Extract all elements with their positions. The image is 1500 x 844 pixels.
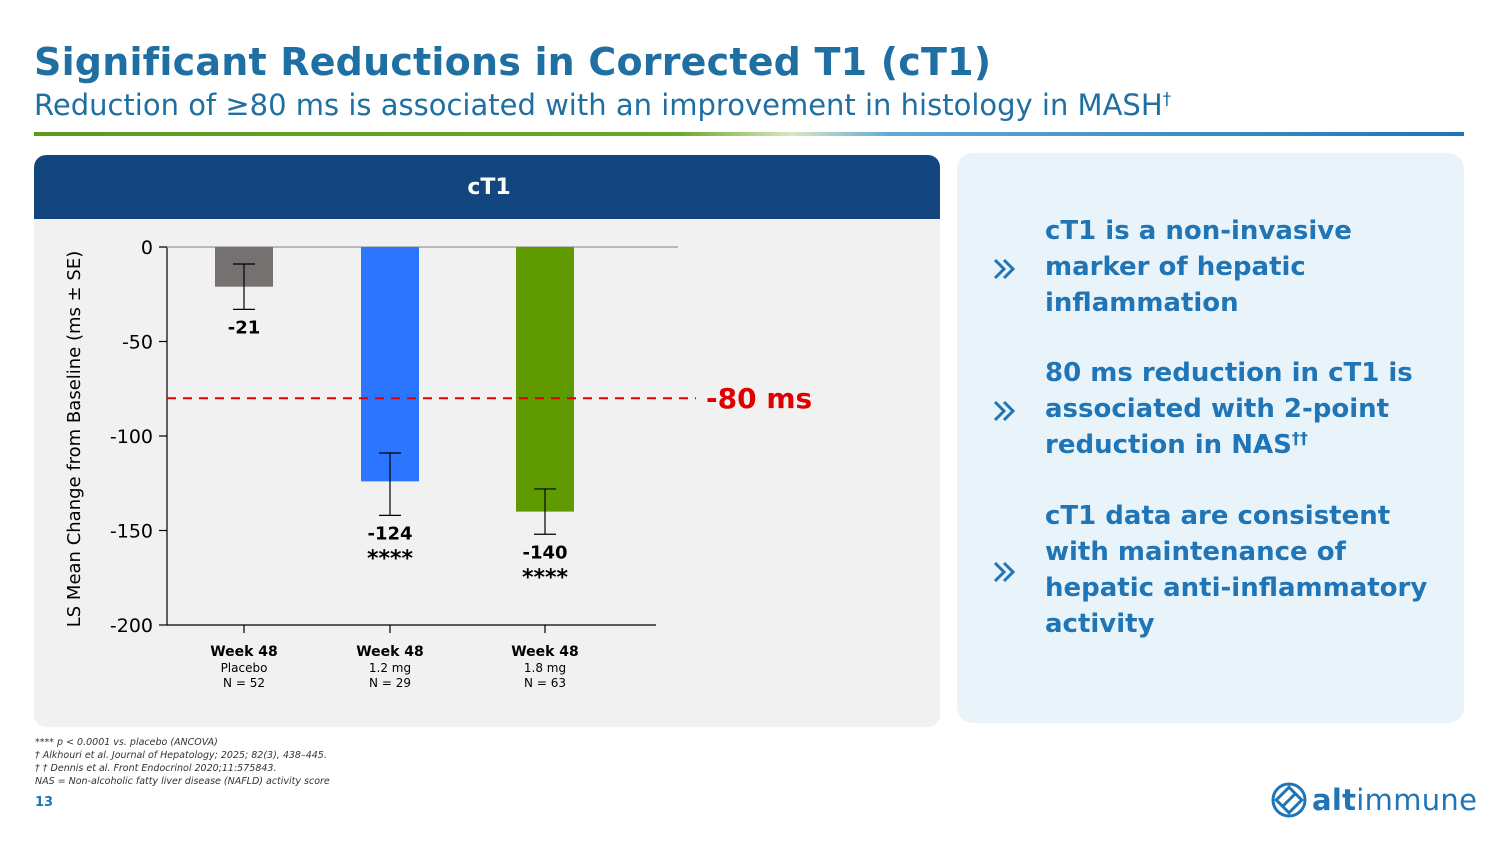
y-tick-label: -200 <box>110 615 153 637</box>
y-tick-label: -100 <box>110 426 153 448</box>
subtitle-dagger: † <box>1162 89 1172 110</box>
page-number: 13 <box>35 795 54 810</box>
logo-suffix: immune <box>1356 783 1478 817</box>
chart-panel-header-label: cT1 <box>467 174 511 200</box>
slide-title: Significant Reductions in Corrected T1 (… <box>34 40 992 84</box>
x-tick-label-week-2: Week 48 <box>511 644 579 660</box>
title-divider <box>34 132 1464 136</box>
key-point-line: associated with 2-point <box>1045 394 1390 424</box>
x-tick-label-group-2: 1.8 mg <box>524 661 566 675</box>
altimmune-logo: altimmune <box>1270 781 1477 821</box>
reference-line-label: -80 ms <box>706 382 812 415</box>
key-point-line: reduction in NAS†† <box>1045 428 1308 460</box>
chevron-double-right-icon <box>993 561 1016 583</box>
footnote-line: † Alkhouri et al. Journal of Hepatology;… <box>35 750 327 761</box>
x-tick-label-group-0: Placebo <box>221 661 268 675</box>
footnote-line: † † Dennis et al. Front Endocrinol 2020;… <box>35 763 277 774</box>
footnotes: **** p < 0.0001 vs. placebo (ANCOVA) † Al… <box>35 736 330 788</box>
key-point-line: marker of hepatic <box>1045 252 1306 282</box>
key-point-line: 80 ms reduction in cT1 is <box>1045 358 1413 388</box>
key-point-line: inflammation <box>1045 288 1239 318</box>
y-tick-label: 0 <box>141 237 153 259</box>
x-tick-label-group-1: 1.2 mg <box>369 661 411 675</box>
logo-wordmark: altimmune <box>1312 783 1477 817</box>
value-label-0: -21 <box>228 317 261 338</box>
bar-1 <box>361 247 419 482</box>
key-point-superscript: †† <box>1291 428 1308 448</box>
key-points-panel: cT1 is a non-invasive marker of hepatic in… <box>957 153 1464 723</box>
slide-subtitle: Reduction of ≥80 ms is associated with a… <box>34 88 1171 122</box>
key-point-text: cT1 is a non-invasive marker of hepatic in… <box>1045 213 1445 321</box>
bar-chart: 0 -50 -100 -150 -200 LS Mean Change from Base… <box>64 237 812 690</box>
chart-panel: cT1 0 -50 -100 -150 -200 LS Mean Change from … <box>34 155 940 727</box>
logo-prefix: alt <box>1312 783 1357 817</box>
key-point-text: 80 ms reduction in cT1 is associated with… <box>1045 355 1445 463</box>
y-tick-label: -50 <box>122 332 153 354</box>
y-axis-label: LS Mean Change from Baseline (ms ± SE) <box>64 251 85 628</box>
subtitle-text: Reduction of ≥80 ms is associated with a… <box>34 88 1163 122</box>
chevron-double-right-icon <box>993 400 1016 422</box>
x-tick-label-n-1: N = 29 <box>369 676 411 690</box>
x-tick-label-week-1: Week 48 <box>356 644 424 660</box>
x-tick-label-week-0: Week 48 <box>210 644 278 660</box>
y-tick-label: -150 <box>110 521 153 543</box>
chart-panel-header: cT1 <box>34 155 940 219</box>
x-tick-label-n-2: N = 63 <box>524 676 566 690</box>
x-tick-label-n-0: N = 52 <box>223 676 265 690</box>
key-point-line: hepatic anti-inflammatory <box>1045 573 1428 603</box>
bar-2 <box>516 247 574 512</box>
footnote-line: **** p < 0.0001 vs. placebo (ANCOVA) <box>35 737 218 748</box>
key-point-line: activity <box>1045 609 1155 639</box>
key-point-line: cT1 is a non-invasive <box>1045 216 1352 246</box>
footnote-line: NAS = Non-alcoholic fatty liver disease … <box>35 776 330 787</box>
chevron-double-right-icon <box>993 258 1016 280</box>
logo-mark-icon <box>1271 782 1307 818</box>
value-label-1: -124 <box>367 523 412 544</box>
significance-label-2: **** <box>522 565 569 590</box>
value-label-2: -140 <box>522 542 567 563</box>
key-point-text: cT1 data are consistent with maintenance … <box>1045 498 1445 642</box>
significance-label-1: **** <box>367 546 414 571</box>
key-point-line: with maintenance of <box>1045 537 1346 567</box>
key-point-line: cT1 data are consistent <box>1045 501 1391 531</box>
